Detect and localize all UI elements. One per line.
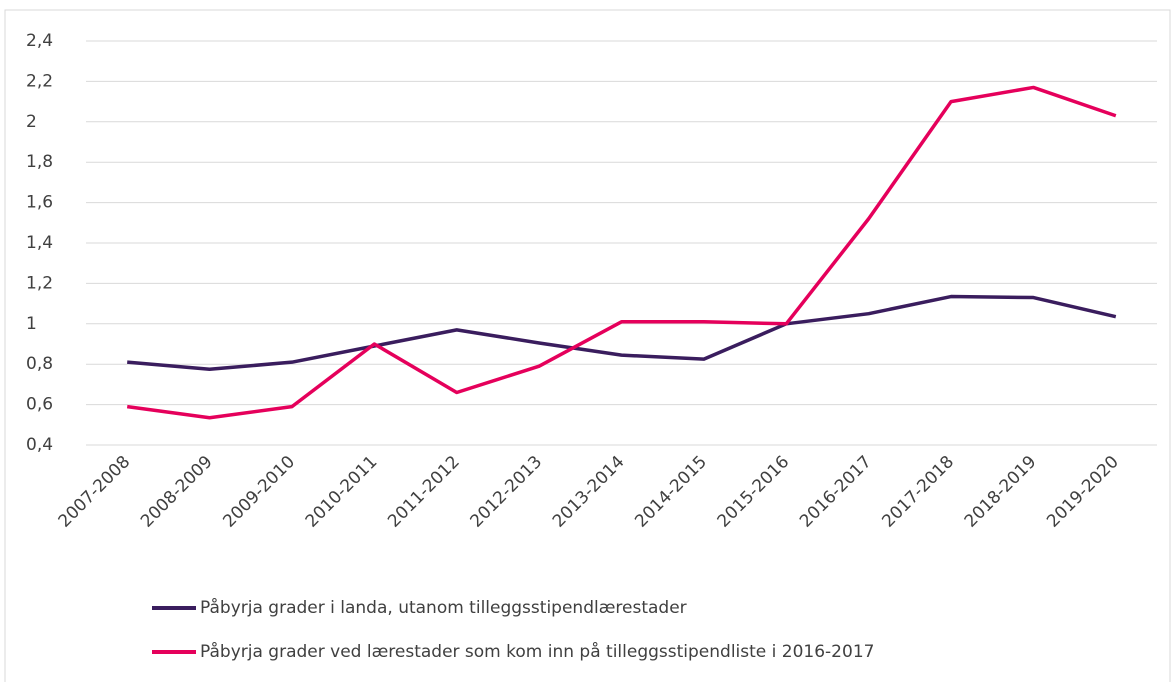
y-tick-label: 0,4	[26, 435, 53, 455]
chart-border	[4, 9, 1171, 682]
x-tick-label: 2007-2008	[55, 452, 135, 532]
y-tick-label: 0,6	[26, 395, 53, 415]
y-tick-label: 2,4	[26, 31, 53, 51]
y-tick-label: 1,2	[26, 273, 53, 293]
x-tick-label: 2013-2014	[549, 452, 629, 532]
line-series	[126, 85, 1117, 420]
y-tick-label: 1	[26, 314, 37, 334]
x-tick-label: 2011-2012	[384, 452, 464, 532]
x-tick-label: 2008-2009	[137, 452, 217, 532]
legend-label: Påbyrja grader i landa, utanom tilleggss…	[200, 597, 687, 618]
y-tick-label: 1,6	[26, 193, 53, 213]
x-tick-label: 2009-2010	[219, 452, 299, 532]
x-tick-label: 2010-2011	[302, 452, 382, 532]
x-tick-label: 2014-2015	[631, 452, 711, 532]
x-tick-label: 2015-2016	[714, 452, 794, 532]
legend-label: Påbyrja grader ved lærestader som kom in…	[200, 641, 874, 662]
x-tick-label: 2016-2017	[796, 452, 876, 532]
y-tick-label: 1,8	[26, 152, 53, 172]
y-tick-label: 2	[26, 112, 37, 132]
x-tick-label: 2018-2019	[961, 452, 1041, 532]
y-tick-label: 0,8	[26, 354, 53, 374]
x-tick-label: 2012-2013	[467, 452, 547, 532]
x-tick-label: 2019-2020	[1043, 452, 1123, 532]
y-tick-label: 1,4	[26, 233, 53, 253]
line-series	[127, 294, 1117, 371]
y-tick-label: 2,2	[26, 71, 53, 91]
x-tick-label: 2017-2018	[878, 452, 958, 532]
